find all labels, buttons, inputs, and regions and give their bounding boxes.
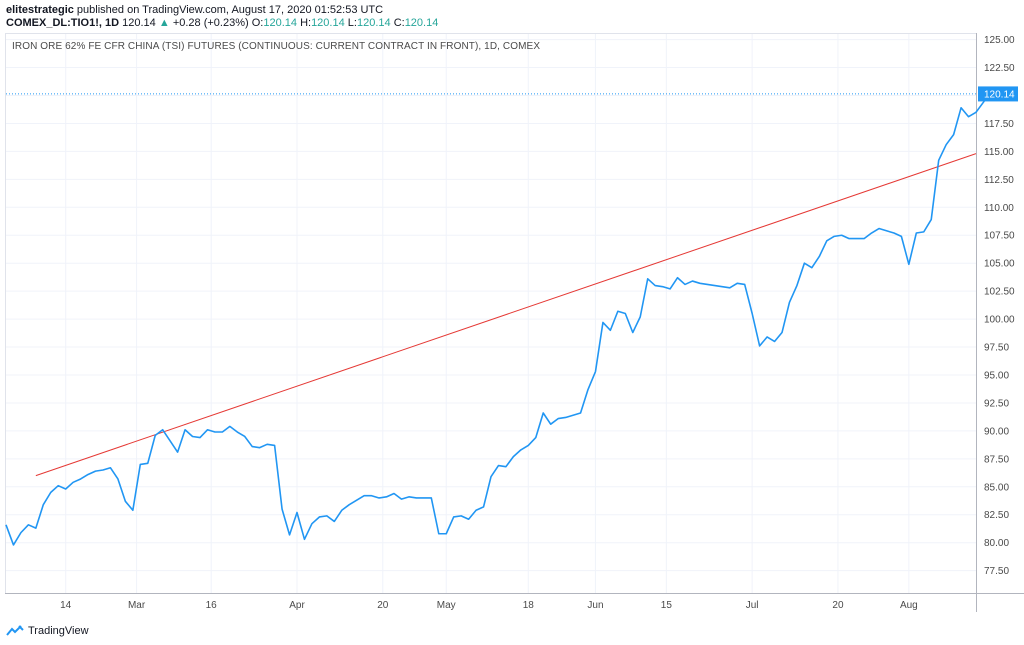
time-axis: 14 Mar 16 Apr 20 May 18 Jun 15 Jul 20 Aug (60, 600, 918, 611)
x-tick-label: 15 (661, 600, 673, 611)
y-tick-label: 92.50 (984, 398, 1009, 409)
y-tick-label: 115.00 (984, 147, 1014, 158)
y-tick-label: 100.00 (984, 315, 1015, 326)
y-tick-label: 117.50 (984, 119, 1014, 130)
x-tick-label: May (437, 600, 456, 611)
y-tick-label: 110.00 (984, 203, 1014, 214)
y-tick-label: 102.50 (984, 287, 1015, 298)
up-arrow-icon: ▲ (158, 17, 170, 29)
x-tick-label: 16 (206, 600, 218, 611)
x-tick-label: Aug (900, 600, 918, 611)
low-value: 120.14 (356, 17, 391, 29)
y-tick-label: 90.00 (984, 426, 1009, 437)
author-name[interactable]: elitestrategic (6, 4, 74, 16)
x-tick-label: Jul (746, 600, 759, 611)
x-tick-label: 20 (377, 600, 389, 611)
tradingview-logo[interactable]: TradingView (6, 625, 89, 637)
close-label: C: (393, 17, 405, 29)
x-tick-label: Jun (587, 600, 603, 611)
tradingview-logo-icon (6, 625, 24, 636)
publish-text: published on TradingView.com, August 17,… (73, 4, 384, 16)
symbol-legend: COMEX_DL:TIO1!, 1D 120.14 ▲ +0.28 (+0.23… (6, 16, 438, 30)
change-value: +0.28 (+0.23%) (172, 17, 249, 29)
y-tick-label: 105.00 (984, 259, 1015, 270)
price-axis: 77.50 80.00 82.50 85.00 87.50 90.00 92.50 95.00… (984, 35, 1015, 577)
last-value: 120.14 (122, 17, 156, 29)
x-tick-label: Mar (128, 600, 146, 611)
y-tick-label: 77.50 (984, 566, 1009, 577)
y-tick-label: 97.50 (984, 343, 1009, 354)
y-tick-label: 112.50 (984, 175, 1014, 186)
y-tick-label: 107.50 (984, 231, 1015, 242)
trend-line[interactable] (35, 153, 977, 477)
high-label: H: (300, 17, 312, 29)
tradingview-brand: TradingView (28, 625, 89, 637)
price-series-line (5, 90, 1006, 546)
y-tick-label: 87.50 (984, 454, 1009, 465)
y-tick-label: 85.00 (984, 482, 1009, 493)
low-label: L: (347, 17, 357, 29)
y-tick-label: 95.00 (984, 370, 1009, 381)
x-tick-label: 20 (832, 600, 844, 611)
chart-title: IRON ORE 62% FE CFR CHINA (TSI) FUTURES … (12, 41, 541, 52)
open-label: O: (251, 17, 264, 29)
x-tick-label: 14 (60, 600, 72, 611)
y-tick-label: 122.50 (984, 63, 1015, 74)
chart-grid (6, 34, 976, 593)
symbol-name[interactable]: COMEX_DL:TIO1!, 1D (6, 17, 120, 29)
close-value: 120.14 (404, 17, 439, 29)
x-tick-label: Apr (289, 600, 305, 611)
plot-area-border (5, 33, 977, 594)
publish-info: elitestrategic published on TradingView.… (6, 3, 383, 17)
x-tick-label: 18 (523, 600, 535, 611)
high-value: 120.14 (311, 17, 345, 29)
last-price-label: 120.14 (978, 86, 1018, 102)
last-price-value: 120.14 (984, 89, 1015, 100)
y-tick-label: 82.50 (984, 510, 1009, 521)
y-tick-label: 80.00 (984, 538, 1009, 549)
y-tick-label: 125.00 (984, 35, 1015, 46)
open-value: 120.14 (263, 17, 297, 29)
